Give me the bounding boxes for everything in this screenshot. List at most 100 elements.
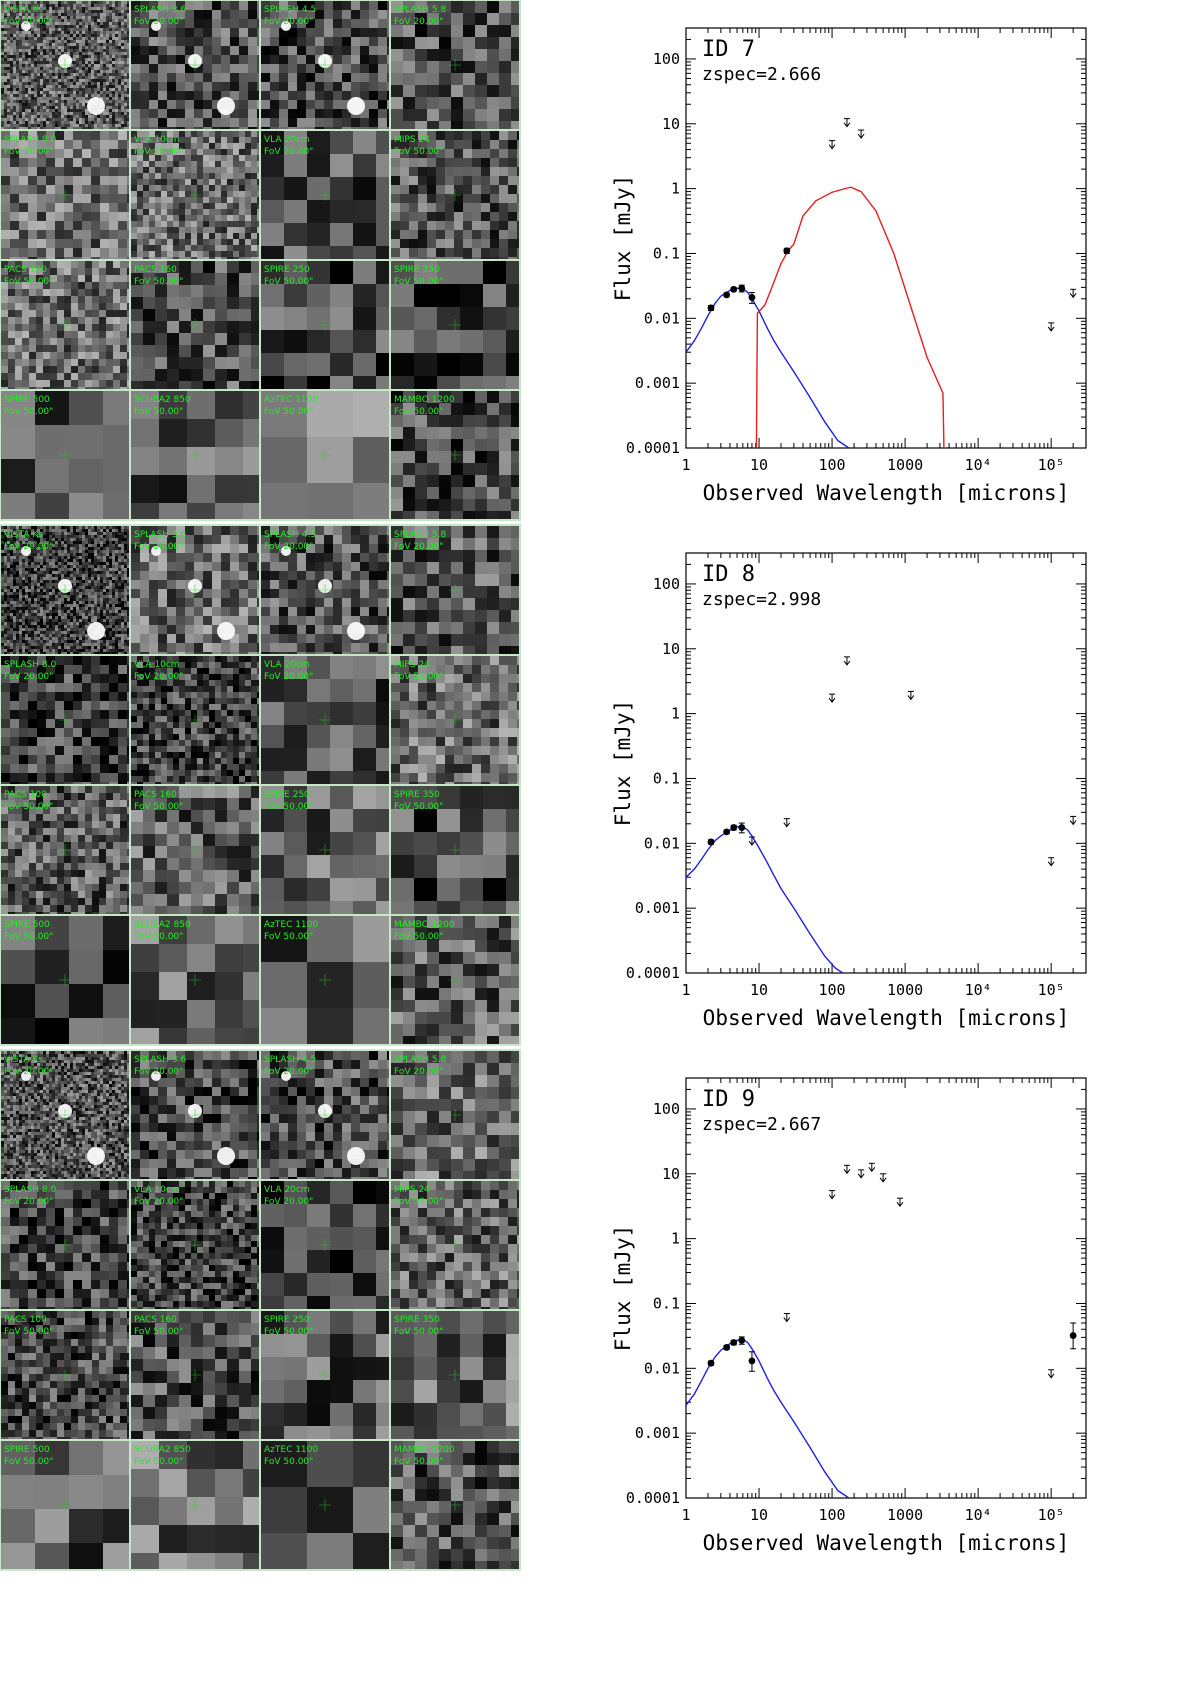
field-of-view: FoV 50.00" xyxy=(394,277,444,287)
plot-frame xyxy=(685,552,1087,974)
crosshair xyxy=(59,189,71,201)
field-of-view: FoV 50.00" xyxy=(134,1457,184,1467)
cutout-label: SPLASH 3.6 FoV 20.00" xyxy=(134,529,186,553)
cutout-label: SPLASH 5.8 FoV 20.00" xyxy=(394,4,446,28)
crosshair xyxy=(449,714,461,726)
detection-point xyxy=(723,828,731,836)
cutout-image xyxy=(261,1051,389,1179)
field-of-view: FoV 50.00" xyxy=(264,802,314,812)
image-cutout: SPIRE 250 FoV 50.00" xyxy=(259,784,391,916)
chart-title: ID 9 xyxy=(702,1087,755,1112)
crosshair xyxy=(319,449,331,461)
upper-limit-arrow xyxy=(907,691,915,701)
cutout-label: AzTEC 1100 FoV 50.00" xyxy=(264,1444,318,1468)
image-cutout: SPLASH 5.8 FoV 20.00" xyxy=(389,1049,521,1181)
x-tick-label: 1000 xyxy=(887,456,923,474)
cutout-label: SPIRE 500 FoV 50.00" xyxy=(4,394,53,418)
field-of-view: FoV 50.00" xyxy=(394,1327,444,1337)
x-tick-label: 1 xyxy=(681,456,690,474)
cutout-image xyxy=(261,1441,389,1569)
field-of-view: FoV 20.00" xyxy=(394,1067,444,1077)
detection-point xyxy=(748,1357,756,1365)
band-name: MIPS 24 xyxy=(394,135,430,145)
field-of-view: FoV 50.00" xyxy=(394,932,444,942)
band-name: SPLASH 3.6 xyxy=(134,530,187,540)
crosshair xyxy=(319,974,331,986)
image-cutout: SPIRE 500 FoV 50.00" xyxy=(0,1439,131,1571)
field-of-view: FoV 20.00" xyxy=(4,672,54,682)
cutout-image xyxy=(1,1,129,129)
y-axis-label: Flux [mJy] xyxy=(611,700,635,826)
field-of-view: FoV 20.00" xyxy=(264,17,314,27)
blue-template-curve xyxy=(686,1338,850,1498)
cutout-label: SPIRE 350 FoV 50.00" xyxy=(394,1314,443,1338)
source-blob xyxy=(21,546,31,556)
y-axis-label: Flux [mJy] xyxy=(611,175,635,301)
band-name: MAMBO 1200 xyxy=(394,920,455,930)
detection-point xyxy=(738,824,746,831)
band-name: SPIRE 250 xyxy=(264,790,310,800)
band-name: SPIRE 350 xyxy=(394,265,440,275)
sed-plot: 1 10 100 1000 10⁴ 10⁵ 0.0001 0.001 0.01 0.1 1 10 100… xyxy=(611,27,1087,505)
image-cutout: VISTA Ks FoV 20.00" xyxy=(0,0,131,131)
cutout-image xyxy=(261,391,389,519)
cutout-label: VLA 20cm FoV 20.00" xyxy=(264,134,313,158)
y-tick-label: 0.001 xyxy=(635,1424,680,1442)
image-cutout: SPLASH 8.0 FoV 20.00" xyxy=(0,1179,131,1311)
band-name: SCUBA2 850 xyxy=(134,920,191,930)
crosshair xyxy=(449,584,461,596)
image-cutout: PACS 100 FoV 50.00" xyxy=(0,784,131,916)
x-tick-label: 1000 xyxy=(887,981,923,999)
detection-point xyxy=(730,824,738,831)
band-name: SPIRE 250 xyxy=(264,265,310,275)
cutout-label: VLA 20cm FoV 20.00" xyxy=(264,1184,313,1208)
image-cutout: SCUBA2 850 FoV 50.00" xyxy=(129,1439,261,1571)
field-of-view: FoV 50.00" xyxy=(134,932,184,942)
band-name: MAMBO 1200 xyxy=(394,1445,455,1455)
field-of-view: FoV 20.00" xyxy=(134,672,184,682)
upper-limit-arrow xyxy=(843,1165,851,1175)
cutout-label: VLA 20cm FoV 20.00" xyxy=(264,659,313,683)
source-blob xyxy=(217,1147,235,1165)
upper-limit-arrow xyxy=(896,1198,904,1208)
y-tick-label: 0.01 xyxy=(644,834,680,852)
cutout-label: SPLASH 4.5 FoV 20.00" xyxy=(264,1054,316,1078)
upper-limit-arrow xyxy=(1047,857,1055,867)
cutout-label: VLA 10cm FoV 20.00" xyxy=(134,134,183,158)
x-tick-label: 10 xyxy=(750,1506,768,1524)
crosshair xyxy=(189,189,201,201)
cutout-grid: VISTA Ks FoV 20.00" SPLASH 3.6 FoV 20.00" SP… xyxy=(0,0,562,562)
cutout-label: PACS 100 FoV 50.00" xyxy=(4,789,53,813)
detection-point xyxy=(738,1336,746,1344)
y-tick-label: 10 xyxy=(662,1165,680,1183)
band-name: VISTA Ks xyxy=(4,1055,43,1065)
band-name: SPIRE 350 xyxy=(394,1315,440,1325)
cutout-image xyxy=(131,261,259,389)
detection-point xyxy=(738,284,746,292)
band-name: VLA 20cm xyxy=(264,660,310,670)
y-tick-label: 1 xyxy=(671,180,680,198)
field-of-view: FoV 20.00" xyxy=(394,17,444,27)
upper-limit-arrow xyxy=(857,1169,865,1179)
cutout-grid: VISTA Ks FoV 20.00" SPLASH 3.6 FoV 20.00" SP… xyxy=(0,524,562,1087)
upper-limit-arrow xyxy=(1069,289,1077,299)
cutout-label: SPIRE 500 FoV 50.00" xyxy=(4,1444,53,1468)
detection-point xyxy=(783,247,791,255)
x-axis-label: Observed Wavelength [microns] xyxy=(703,1006,1070,1030)
field-of-view: FoV 20.00" xyxy=(134,1067,184,1077)
source-blob xyxy=(21,1071,31,1081)
upper-limit-arrow xyxy=(879,1173,887,1183)
image-cutout: MIPS 24 FoV 50.00" xyxy=(389,654,521,786)
cutout-image xyxy=(1,916,129,1044)
field-of-view: FoV 50.00" xyxy=(4,1457,54,1467)
crosshair xyxy=(59,1109,71,1121)
sed-plot: 1 10 100 1000 10⁴ 10⁵ 0.0001 0.001 0.01 0.1 1 10 100… xyxy=(611,552,1087,1030)
cutout-image xyxy=(131,1441,259,1569)
crosshair xyxy=(189,1239,201,1251)
cutout-image xyxy=(261,656,389,784)
image-cutout: MAMBO 1200 FoV 50.00" xyxy=(389,914,521,1046)
x-tick-label: 10 xyxy=(750,981,768,999)
x-axis-label: Observed Wavelength [microns] xyxy=(703,481,1070,505)
field-of-view: FoV 50.00" xyxy=(264,932,314,942)
crosshair xyxy=(449,1109,461,1121)
